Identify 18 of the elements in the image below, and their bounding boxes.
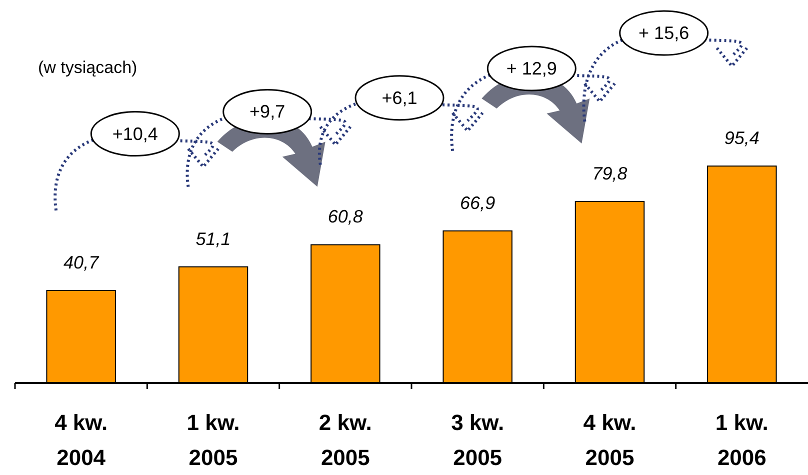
- data-label: 95,4: [724, 128, 760, 148]
- text: (w tysiącach): [38, 58, 138, 77]
- data-label: 66,9: [460, 192, 496, 213]
- data-label: 40,7: [64, 252, 100, 272]
- data-label: 79,8: [592, 164, 628, 184]
- text: +9,7: [250, 102, 286, 122]
- data-label: 60,8: [328, 206, 363, 227]
- x-tick-label: 3 kw. 2005: [451, 410, 504, 470]
- text: +6,1: [382, 88, 418, 108]
- x-tick-label: 4 kw. 2004: [54, 410, 108, 470]
- x-tick-label: 1 kw. 2005: [186, 410, 240, 470]
- data-label: 51,1: [196, 228, 231, 249]
- x-tick-label: 2 kw. 2005: [318, 410, 372, 470]
- text: + 15,6: [638, 23, 690, 44]
- text: + 12,9: [506, 58, 557, 79]
- x-tick-label: 1 kw. 2006: [715, 410, 768, 470]
- x-tick-label: 4 kw. 2005: [583, 410, 636, 470]
- text: +10,4: [112, 124, 158, 144]
